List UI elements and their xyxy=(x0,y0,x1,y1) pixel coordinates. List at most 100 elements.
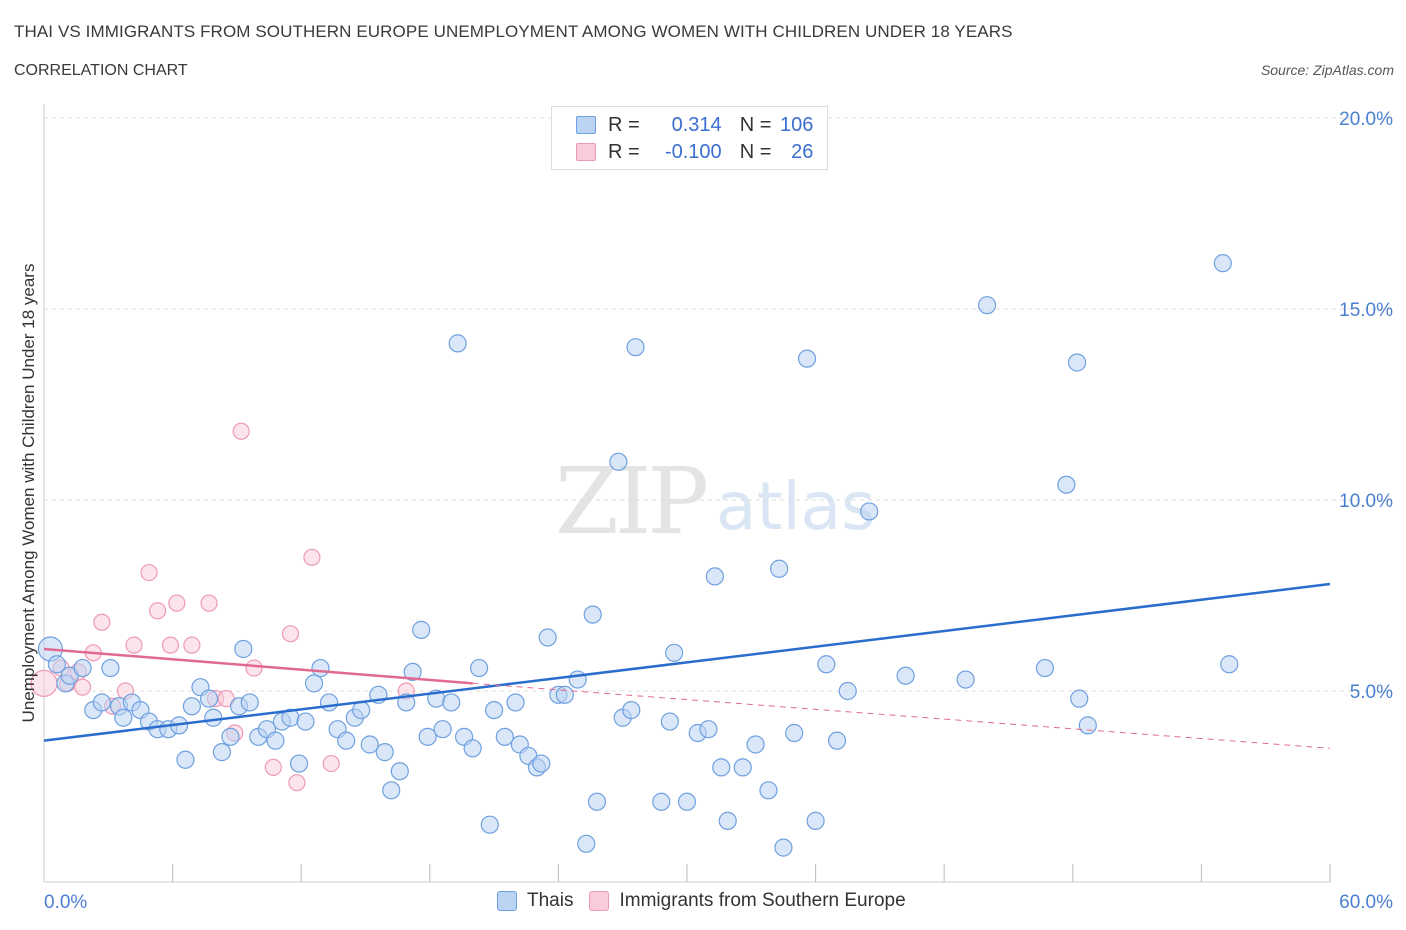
immigrants-point xyxy=(303,548,321,566)
chart-subtitle: CORRELATION CHART xyxy=(14,62,188,79)
thais-swatch xyxy=(576,116,596,134)
thais-legend-label: Thais xyxy=(527,890,574,911)
thais-point xyxy=(677,792,697,811)
thais-point xyxy=(956,670,975,689)
thais-point xyxy=(442,693,461,712)
thais-point xyxy=(480,815,499,834)
thais-point xyxy=(390,762,409,781)
y-tick-label: 20.0% xyxy=(1339,109,1393,130)
thais-point xyxy=(806,811,825,830)
thais-point xyxy=(240,693,259,712)
thais-point xyxy=(101,658,120,678)
legend-row-immigrants: R = -0.100 N = 26 xyxy=(576,140,813,164)
immigrants-point xyxy=(161,636,180,654)
thais-point xyxy=(587,792,607,811)
immigrants-trendline xyxy=(43,647,473,685)
thais-point xyxy=(577,834,596,853)
y-tick-label: 15.0% xyxy=(1339,300,1393,321)
thais-point xyxy=(448,334,467,353)
thais-point xyxy=(47,655,66,674)
thais-point xyxy=(626,338,645,357)
thais-point xyxy=(817,655,836,674)
series-legend: Thais Immigrants from Southern Europe xyxy=(497,890,922,912)
source-label: Source: ZipAtlas.com xyxy=(1260,62,1394,78)
thais-point xyxy=(311,658,330,678)
thais-point xyxy=(1220,655,1239,674)
thais-point xyxy=(712,758,731,777)
thais-point xyxy=(759,781,778,800)
thais-point xyxy=(506,693,525,712)
immigrants-point xyxy=(281,625,300,643)
thais-point xyxy=(568,670,587,689)
thais-point xyxy=(176,750,195,769)
thais-point xyxy=(718,811,737,830)
thais-point xyxy=(652,792,671,811)
thais-point xyxy=(699,720,718,739)
thais-point xyxy=(1067,353,1087,372)
thais-point xyxy=(838,681,857,701)
chart-title: THAI VS IMMIGRANTS FROM SOUTHERN EUROPE … xyxy=(14,22,1013,41)
thais-point xyxy=(296,712,315,731)
thais-point xyxy=(182,697,201,716)
x-tick-label: 0.0% xyxy=(44,892,87,913)
thais-point xyxy=(785,723,804,743)
immigrants-legend-swatch xyxy=(589,891,610,911)
thais-point xyxy=(977,296,997,315)
thais-point xyxy=(418,727,437,746)
thais-point xyxy=(433,720,452,739)
thais-point xyxy=(469,658,489,678)
thais-point xyxy=(485,700,504,720)
thais-point xyxy=(495,727,514,746)
legend-item-thais[interactable]: Thais xyxy=(497,890,573,912)
thais-point xyxy=(204,708,223,727)
r-label: R = xyxy=(608,113,640,136)
immigrants-point xyxy=(148,602,167,620)
thais-point xyxy=(1057,475,1076,494)
thais-point xyxy=(555,685,574,704)
immigrants-point xyxy=(73,678,92,696)
immigrants-point xyxy=(168,594,186,612)
watermark-zip: ZIP xyxy=(555,448,709,555)
thais-point xyxy=(827,731,847,750)
thais-point xyxy=(114,708,133,727)
n-label: N = xyxy=(739,113,772,136)
thais-point xyxy=(733,758,752,777)
immigrants-point xyxy=(200,594,218,612)
thais-point xyxy=(212,743,231,762)
n-label: N = xyxy=(739,140,772,163)
thais-point xyxy=(375,743,394,762)
thais-point xyxy=(1078,716,1097,735)
immigrants-point xyxy=(245,659,263,677)
thais-point xyxy=(412,620,431,639)
r-value: -0.100 xyxy=(664,140,722,163)
thais-point xyxy=(221,727,240,746)
immigrants-point xyxy=(125,636,143,654)
thais-point xyxy=(403,662,422,682)
thais-point xyxy=(1213,254,1232,273)
thais-point xyxy=(622,700,641,720)
immigrants-swatch xyxy=(576,143,596,161)
thais-point xyxy=(1070,689,1089,708)
legend-item-immigrants[interactable]: Immigrants from Southern Europe xyxy=(589,890,906,912)
thais-point xyxy=(532,754,551,773)
thais-point xyxy=(660,712,679,731)
immigrants-trendline-extension xyxy=(472,682,1331,749)
thais-point xyxy=(463,739,482,758)
thais-point xyxy=(234,639,253,659)
x-tick-label: 60.0% xyxy=(1339,892,1393,913)
legend-row-thais: R = 0.314 N = 106 xyxy=(576,113,813,137)
immigrants-legend-label: Immigrants from Southern Europe xyxy=(619,890,906,911)
thais-point xyxy=(774,838,793,857)
thais-point xyxy=(266,731,285,750)
thais-point xyxy=(360,735,379,754)
n-value: 106 xyxy=(780,113,814,136)
thais-point xyxy=(352,700,371,720)
thais-point xyxy=(304,674,324,693)
thais-point xyxy=(1035,658,1055,678)
thais-point xyxy=(896,666,915,685)
immigrants-point xyxy=(288,774,306,792)
y-axis-title: Unemployment Among Women with Children U… xyxy=(19,264,38,723)
thais-point xyxy=(665,643,684,662)
thais-point xyxy=(199,689,219,708)
